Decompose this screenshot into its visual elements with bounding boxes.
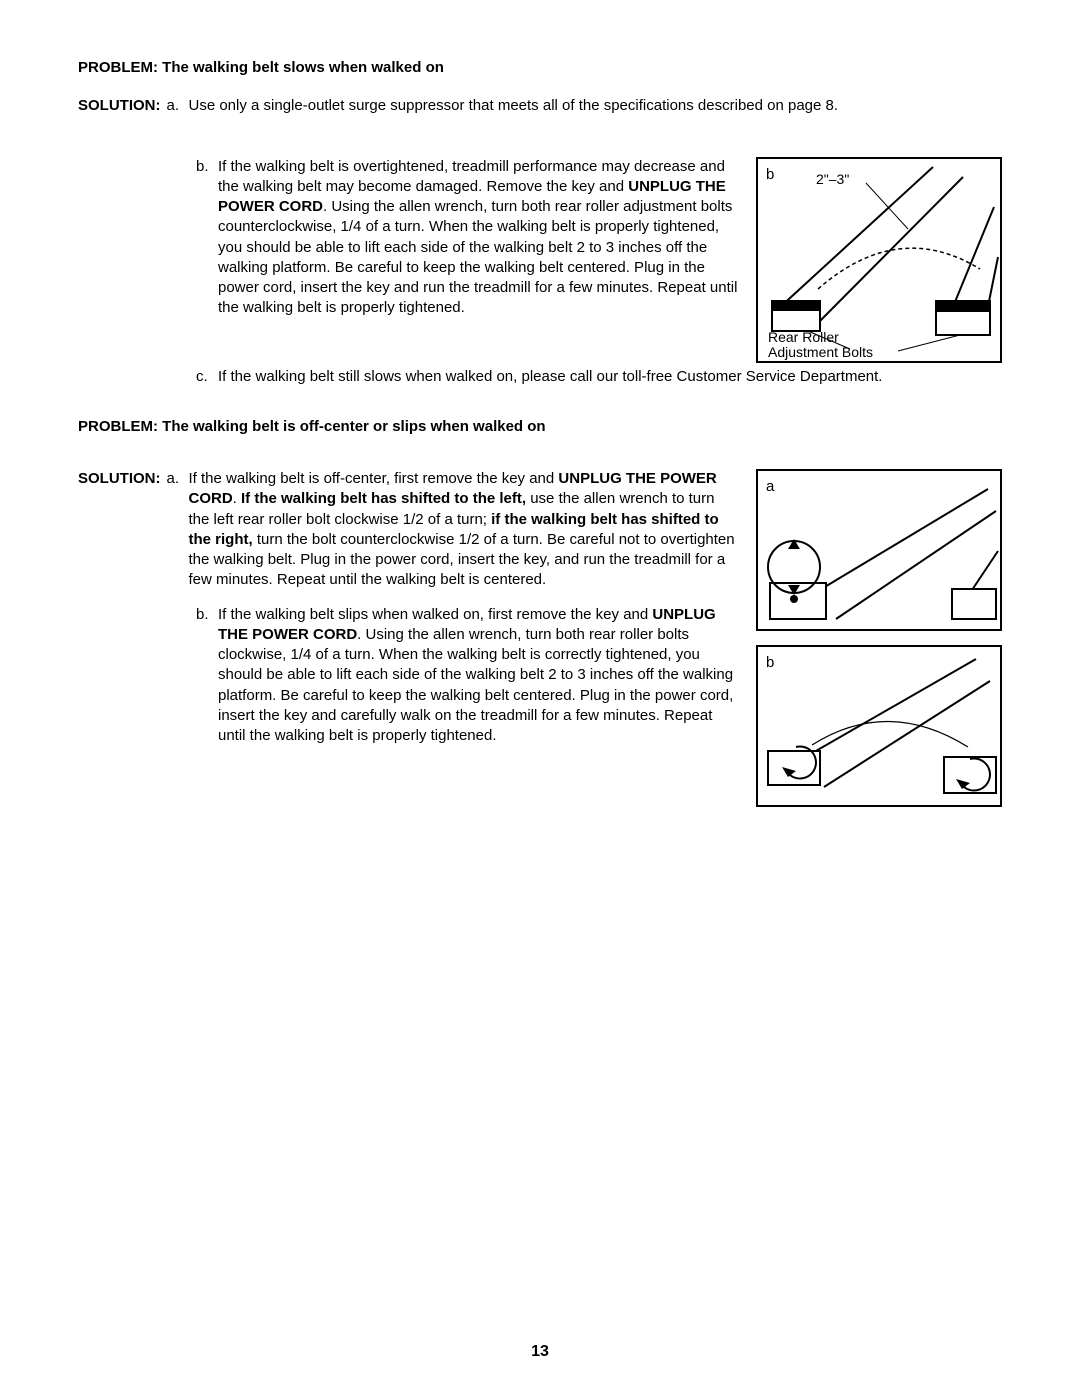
item-letter-a: a.: [167, 96, 189, 116]
solution-1-b-row: b. If the walking belt is overtightened,…: [78, 157, 1002, 363]
treadmill-both-bolts-icon: [758, 647, 1004, 809]
s2b-pre: If the walking belt slips when walked on…: [218, 606, 652, 623]
item-letter-c: c.: [196, 367, 218, 387]
s2a-post: turn the bolt counterclockwise 1/2 of a …: [189, 531, 735, 589]
problem-1-heading: PROBLEM: The walking belt slows when wal…: [78, 58, 1002, 78]
b-post: . Using the allen wrench, turn both rear…: [218, 198, 737, 316]
manual-page: PROBLEM: The walking belt slows when wal…: [0, 0, 1080, 1397]
item-letter-2a: a.: [167, 469, 189, 591]
solution-label-2: SOLUTION:: [78, 469, 161, 591]
item-text-a: Use only a single-outlet surge suppresso…: [189, 96, 1003, 116]
figure-b1: b: [756, 157, 1002, 363]
problem-label-2: PROBLEM:: [78, 418, 158, 435]
item-text-b: If the walking belt is overtightened, tr…: [218, 157, 738, 319]
item-text-2a: If the walking belt is off-center, first…: [189, 469, 739, 591]
item-letter-b: b.: [196, 157, 218, 319]
s2a-pre: If the walking belt is off-center, first…: [189, 470, 559, 487]
problem-label: PROBLEM:: [78, 59, 158, 76]
s2b-post: . Using the allen wrench, turn both rear…: [218, 626, 733, 744]
figure-caption-2: Adjustment Bolts: [768, 344, 873, 360]
figure-dim-label: 2"–3": [816, 171, 849, 187]
treadmill-left-bolt-icon: [758, 471, 1004, 633]
solution-2-row: SOLUTION: a. If the walking belt is off-…: [78, 469, 1002, 807]
solution-1-a: SOLUTION: a. Use only a single-outlet su…: [78, 96, 1002, 116]
solution-1-b: b. If the walking belt is overtightened,…: [196, 157, 738, 319]
figure-b2: b: [756, 645, 1002, 807]
solution-label: SOLUTION:: [78, 96, 161, 116]
problem-text: The walking belt slows when walked on: [162, 59, 444, 76]
page-number: 13: [0, 1341, 1080, 1363]
solution-2-a: SOLUTION: a. If the walking belt is off-…: [78, 469, 738, 591]
problem-text-2: The walking belt is off-center or slips …: [162, 418, 545, 435]
item-letter-2b: b.: [196, 605, 218, 747]
figure-caption-1: Rear Roller: [768, 329, 839, 345]
s2a-bold2: If the walking belt has shifted to the l…: [241, 490, 526, 507]
figure-a: a: [756, 469, 1002, 631]
solution-2-b: b. If the walking belt slips when walked…: [196, 605, 738, 747]
problem-2-heading: PROBLEM: The walking belt is off-center …: [78, 417, 1002, 437]
solution-1-c: c. If the walking belt still slows when …: [196, 367, 1002, 387]
s2a-mid1: .: [233, 490, 241, 507]
item-text-2b: If the walking belt slips when walked on…: [218, 605, 738, 747]
item-text-c: If the walking belt still slows when wal…: [218, 367, 1002, 387]
